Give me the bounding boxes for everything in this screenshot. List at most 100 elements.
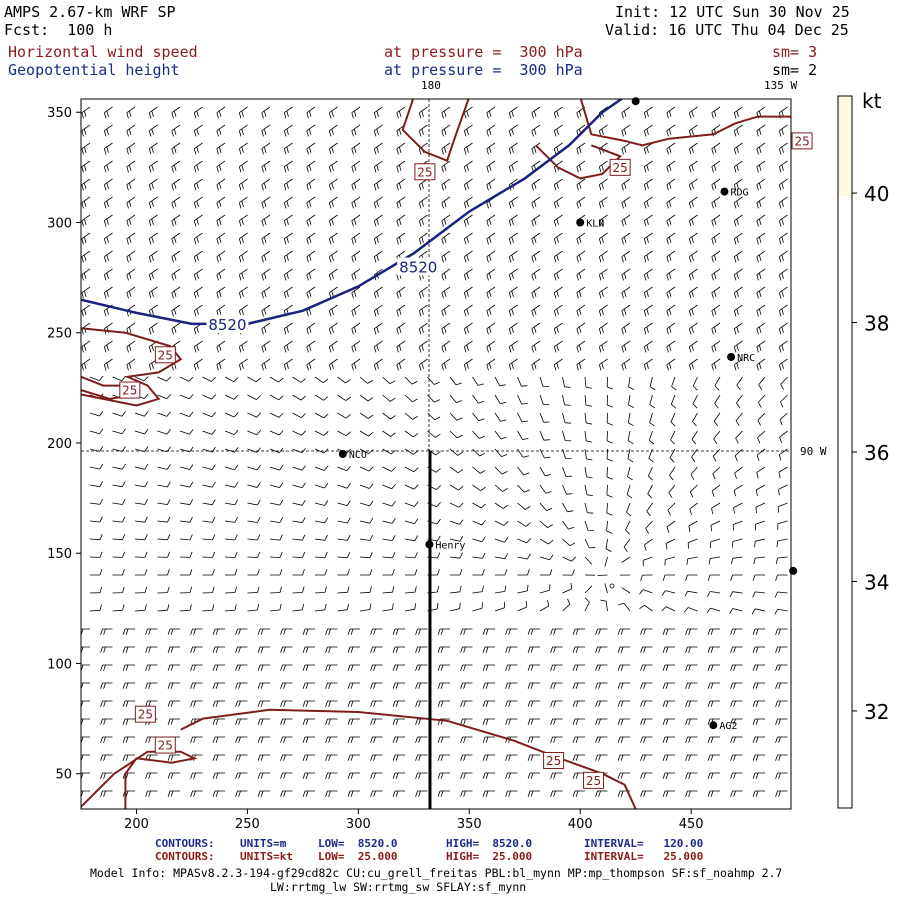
wind-barb	[486, 268, 496, 281]
wind-barb	[736, 394, 743, 409]
wind-barb	[328, 340, 338, 353]
wind-barb	[224, 376, 239, 383]
wind-barb	[235, 646, 248, 653]
init-time: Init: 12 UTC Sun 30 Nov 25	[615, 3, 850, 21]
y-tick-label: 50	[55, 768, 72, 783]
wind-barb	[756, 196, 766, 209]
wind-barb	[647, 484, 653, 499]
wind-barb	[505, 628, 518, 635]
wind-barb	[212, 700, 225, 707]
wind-barb	[283, 250, 293, 263]
wind-barb	[778, 178, 788, 191]
wind-barb	[145, 646, 158, 653]
wind-barb	[314, 603, 327, 612]
wind-barb	[482, 718, 495, 725]
wind-barb	[775, 736, 788, 743]
station-label: Henry	[435, 540, 465, 551]
wind-barb	[621, 232, 631, 245]
wind-barb	[531, 286, 541, 299]
wind-barb	[247, 569, 260, 576]
wind-barb	[202, 569, 215, 576]
wind-barb	[224, 447, 239, 453]
wind-barb	[576, 286, 586, 299]
wind-barb	[359, 535, 373, 541]
wind-barb	[692, 412, 698, 427]
wind-barb	[449, 484, 464, 491]
forecast-hour: Fcst: 100 h	[4, 21, 113, 39]
wind-barb	[733, 340, 743, 353]
wind-barb	[261, 196, 271, 209]
wind-barb	[463, 340, 473, 353]
wind-barb	[269, 551, 283, 558]
wind-barb	[685, 646, 698, 653]
wind-barb	[711, 196, 721, 209]
wind-barb	[756, 232, 766, 245]
wind-barb	[392, 718, 405, 725]
wind-barb	[733, 160, 743, 173]
stations: RDG KLN NRC NCO Henry AG2	[338, 97, 798, 732]
wind-barb	[122, 682, 135, 689]
wind-barb	[292, 586, 305, 594]
wind-barb	[752, 628, 765, 635]
wind-barb	[623, 538, 631, 553]
wind-barb	[122, 754, 135, 761]
wind-barb	[780, 376, 788, 390]
wind-barb	[730, 628, 743, 635]
field2-level: at pressure = 300 hPa	[384, 61, 583, 79]
contour-labels: 8520 8520 25 25 25 25 25 25 25 25 25	[119, 132, 813, 789]
wind-barb	[103, 286, 113, 299]
wind-barb	[584, 376, 592, 389]
wind-barb	[688, 232, 698, 245]
wind-barb	[216, 250, 226, 263]
wind-barb	[640, 682, 653, 689]
wind-barb	[325, 790, 338, 797]
wind-barb	[238, 232, 248, 245]
wind-barb	[643, 358, 653, 371]
wind-barb	[396, 340, 406, 353]
wind-barb	[126, 196, 136, 209]
wind-barb	[193, 286, 203, 299]
wind-barb	[325, 772, 338, 779]
wind-barb	[292, 603, 304, 612]
wind-barb	[257, 754, 270, 761]
wind-barb	[100, 736, 113, 743]
wind-barb	[494, 376, 506, 387]
wind-barb	[517, 448, 530, 458]
wind-barb	[359, 500, 374, 507]
speed-contour-label: 25	[586, 774, 601, 788]
wind-barb	[247, 376, 261, 383]
footer-c2-units: UNITS=kt	[240, 850, 293, 863]
wind-barb	[359, 430, 374, 437]
station-label: RDG	[730, 188, 748, 199]
wind-barb	[269, 465, 284, 471]
wind-barb	[756, 304, 766, 317]
wind-barb	[664, 556, 676, 566]
wind-barb	[757, 412, 766, 426]
wind-barb	[81, 250, 91, 263]
wind-barb	[261, 124, 271, 137]
wind-barb	[508, 214, 518, 227]
wind-barb	[627, 430, 634, 445]
wind-barb	[777, 502, 788, 513]
wind-barb	[257, 700, 270, 707]
wind-barb	[193, 250, 203, 263]
wind-barb	[666, 304, 676, 317]
wind-barb	[328, 160, 338, 173]
wind-barb	[778, 250, 788, 263]
speed-contour-label: 25	[546, 754, 561, 768]
wind-barb	[775, 790, 788, 797]
wind-barb	[328, 250, 338, 263]
colorbar-tick-label: 32	[864, 700, 889, 724]
wind-barb	[392, 628, 405, 635]
wind-barb	[148, 250, 158, 263]
wind-barb	[505, 754, 518, 761]
wind-barb	[157, 464, 171, 470]
wind-barb	[81, 196, 91, 209]
wind-barb	[103, 268, 113, 281]
wind-barb	[347, 682, 360, 689]
wind-barb	[247, 604, 260, 612]
wind-barb	[134, 551, 148, 558]
wind-barb	[730, 772, 743, 779]
wind-barb	[404, 603, 416, 612]
wind-barb	[81, 268, 91, 281]
